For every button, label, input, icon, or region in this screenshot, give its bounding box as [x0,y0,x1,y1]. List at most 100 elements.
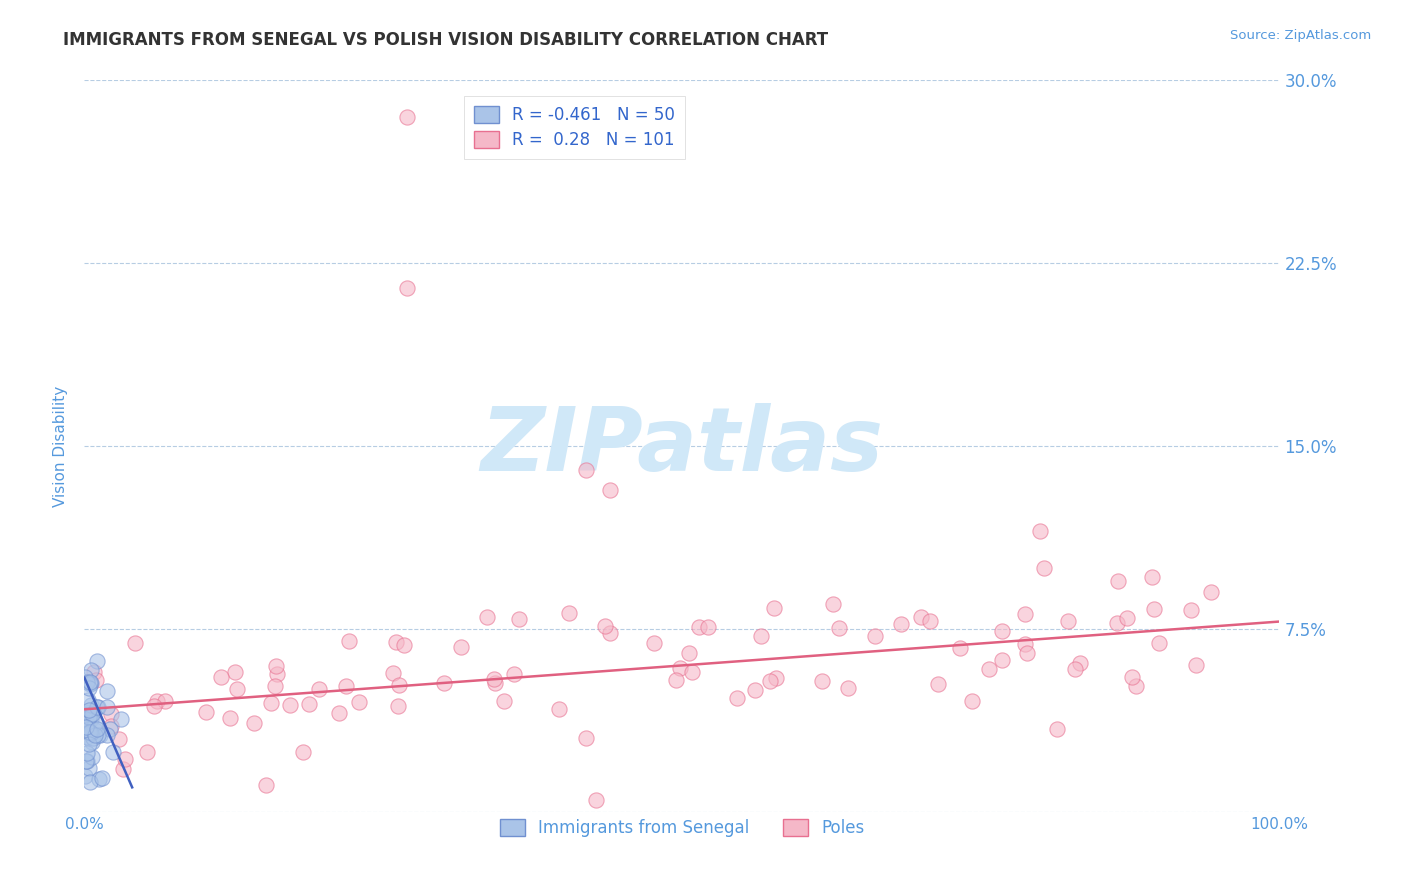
Point [1107,574,1129,589]
Point [83,728,105,742]
Point [108,731,131,746]
Point [77,709,100,723]
Legend: Immigrants from Senegal, Poles: Immigrants from Senegal, Poles [494,812,870,844]
Point [145,693,167,707]
Text: Source: ZipAtlas.com: Source: ZipAtlas.com [1230,29,1371,42]
Point [73,670,96,684]
Point [89,728,111,742]
Point [475,610,498,624]
Point [387,698,409,713]
Point [77,693,100,707]
Point [575,731,598,745]
Point [585,792,607,806]
Point [1116,610,1139,624]
Point [1069,656,1091,670]
Point [548,702,571,716]
Point [1199,585,1222,599]
Point [890,617,912,632]
Point [264,679,287,693]
Point [492,694,515,708]
Point [599,483,621,497]
Point [763,601,786,615]
Point [114,752,136,766]
Point [669,661,692,675]
Point [1064,662,1087,676]
Point [194,705,217,719]
Point [1105,616,1128,631]
Point [392,638,415,652]
Point [79,725,101,739]
Point [75,713,97,727]
Point [291,745,314,759]
Point [990,624,1012,639]
Point [828,621,851,635]
Point [84,723,107,738]
Point [335,679,357,693]
Point [86,699,108,714]
Point [76,730,98,744]
Point [96,728,118,742]
Point [80,664,103,678]
Point [96,684,118,698]
Point [79,708,101,723]
Point [209,671,232,685]
Point [910,609,932,624]
Point [865,629,887,643]
Point [744,683,766,698]
Point [1017,646,1039,660]
Point [503,667,526,681]
Point [725,691,748,706]
Point [484,676,506,690]
Point [1014,607,1036,622]
Point [136,745,159,759]
Point [98,723,121,737]
Point [76,747,98,761]
Point [101,746,124,760]
Point [83,665,105,679]
Point [593,619,616,633]
Point [79,775,101,789]
Point [266,658,288,673]
Point [100,718,122,732]
Point [1033,561,1056,575]
Point [110,711,132,725]
Point [86,673,108,687]
Point [79,703,101,717]
Point [1142,570,1164,584]
Point [643,635,665,649]
Point [821,597,844,611]
Point [79,698,101,712]
Point [86,722,108,736]
Point [599,625,621,640]
Point [77,725,100,739]
Point [87,772,110,786]
Point [688,620,710,634]
Point [143,699,166,714]
Point [347,695,370,709]
Point [155,694,177,708]
Point [396,110,419,124]
Point [226,682,249,697]
Point [80,725,103,739]
Point [77,737,100,751]
Point [73,705,96,719]
Point [76,675,98,690]
Point [278,698,301,712]
Point [1014,637,1036,651]
Point [482,672,505,686]
Point [979,662,1001,676]
Point [75,754,97,768]
Point [266,666,288,681]
Point [243,715,266,730]
Point [79,677,101,691]
Point [681,665,703,680]
Point [80,712,103,726]
Point [811,673,834,688]
Point [388,678,411,692]
Point [575,463,598,477]
Point [758,673,780,688]
Point [1125,679,1147,693]
Point [697,620,720,634]
Point [1185,658,1208,673]
Point [87,700,110,714]
